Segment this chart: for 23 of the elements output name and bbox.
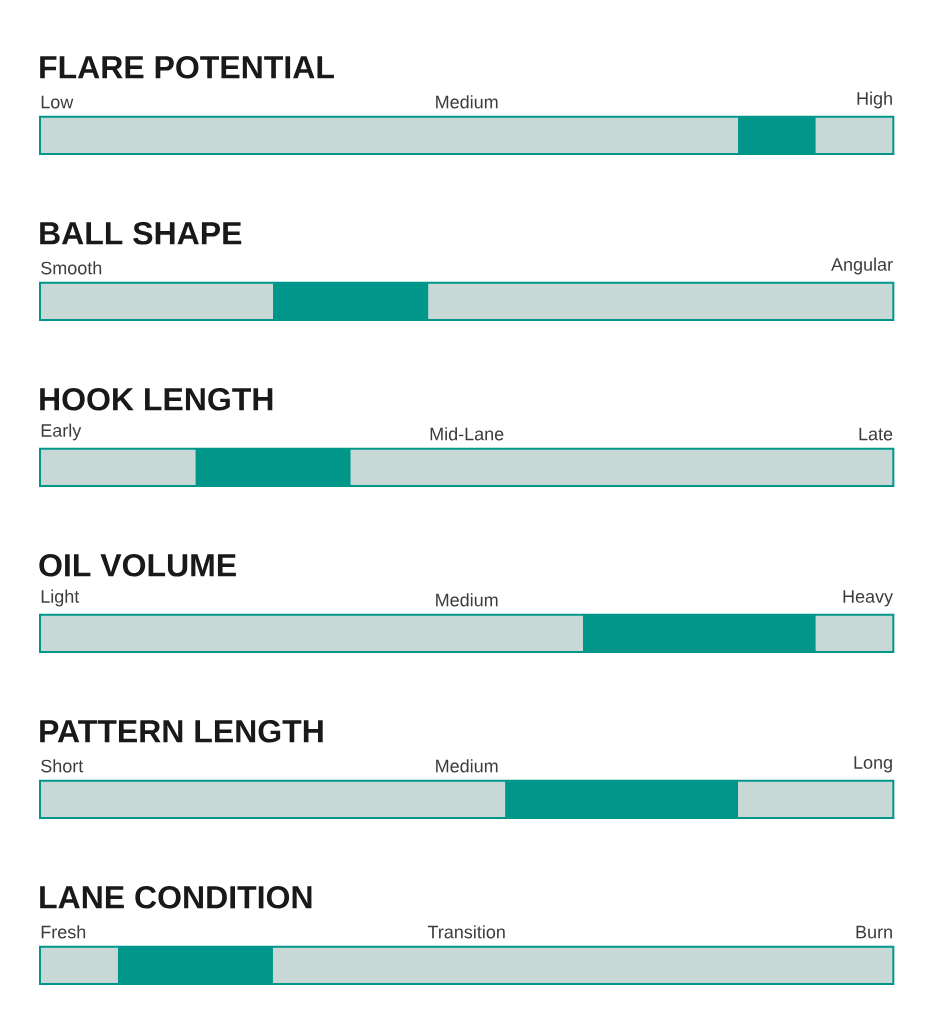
text: High (857, 91, 892, 109)
text: Burn (856, 925, 892, 939)
text: Smooth (41, 261, 102, 275)
chart-title: PATTERN LENGTH (40, 719, 323, 743)
text: Light (41, 589, 80, 607)
text: Fresh (41, 925, 86, 939)
text: Late (859, 427, 893, 441)
chart-title: HOOK LENGTH (40, 387, 273, 411)
text: Medium (436, 759, 498, 773)
text: Transition (427, 925, 505, 939)
text: Medium (436, 95, 498, 109)
text: Mid-Lane (430, 427, 504, 441)
chart-title: OIL VOLUME (39, 553, 236, 577)
text: Low (41, 95, 74, 109)
text: Medium (436, 593, 498, 607)
text: Long (854, 756, 892, 773)
chart-title: LANE CONDITION (40, 885, 312, 909)
text: Angular (831, 257, 893, 275)
chart-title: BALL SHAPE (40, 221, 242, 245)
chart-title: FLARE POTENTIAL (40, 55, 334, 79)
text: Heavy (843, 590, 894, 607)
text: Early (41, 423, 82, 441)
text: Short (41, 759, 84, 773)
